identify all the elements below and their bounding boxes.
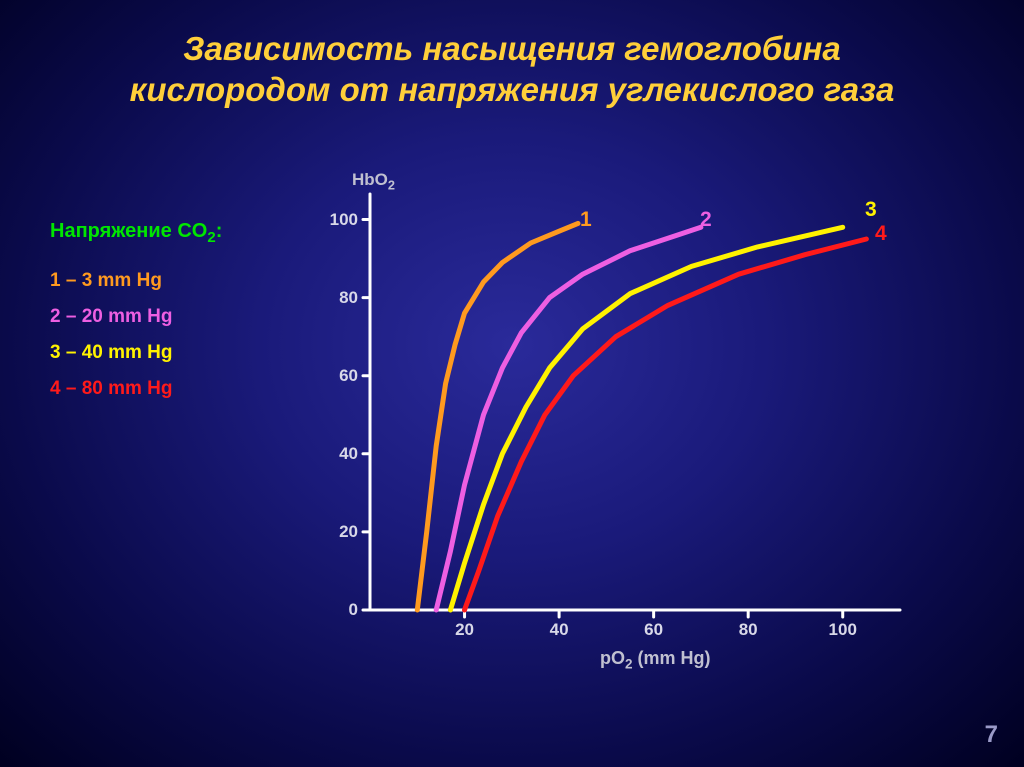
plot-svg — [310, 170, 930, 670]
series-3 — [450, 227, 842, 610]
y-tick-label: 40 — [318, 444, 358, 464]
y-tick-label: 0 — [318, 600, 358, 620]
legend-item: 4 – 80 mm Hg — [50, 378, 222, 400]
y-tick-label: 60 — [318, 366, 358, 386]
x-tick-label: 60 — [644, 620, 663, 640]
legend-item: 1 – 3 mm Hg — [50, 270, 222, 292]
slide-title: Зависимость насыщения гемоглобина кислор… — [0, 0, 1024, 111]
x-tick-label: 20 — [455, 620, 474, 640]
series-1 — [417, 223, 578, 610]
curve-label-4: 4 — [875, 222, 887, 246]
curve-label-1: 1 — [580, 208, 592, 232]
legend-item: 3 – 40 mm Hg — [50, 342, 222, 364]
curve-label-3: 3 — [865, 198, 877, 222]
y-tick-label: 20 — [318, 522, 358, 542]
y-tick-label: 100 — [318, 210, 358, 230]
series-2 — [436, 227, 701, 610]
legend-items: 1 – 3 mm Hg 2 – 20 mm Hg 3 – 40 mm Hg 4 – 8… — [50, 270, 222, 400]
page-number: 7 — [985, 721, 998, 749]
title-line2: кислородом от напряжения углекислого газ… — [130, 71, 895, 108]
x-tick-label: 40 — [550, 620, 569, 640]
x-tick-label: 80 — [739, 620, 758, 640]
legend-item: 2 – 20 mm Hg — [50, 306, 222, 328]
legend-heading: Напряжение CO2: — [50, 220, 222, 246]
series-4 — [465, 239, 867, 610]
title-line1: Зависимость насыщения гемоглобина — [183, 30, 841, 67]
curve-label-2: 2 — [700, 208, 712, 232]
y-tick-label: 80 — [318, 288, 358, 308]
chart-area: HbO2 pO2 (mm Hg) 02040608010020406080100… — [310, 170, 930, 670]
x-tick-label: 100 — [829, 620, 857, 640]
legend: Напряжение CO2: 1 – 3 mm Hg 2 – 20 mm Hg 3… — [50, 220, 222, 414]
